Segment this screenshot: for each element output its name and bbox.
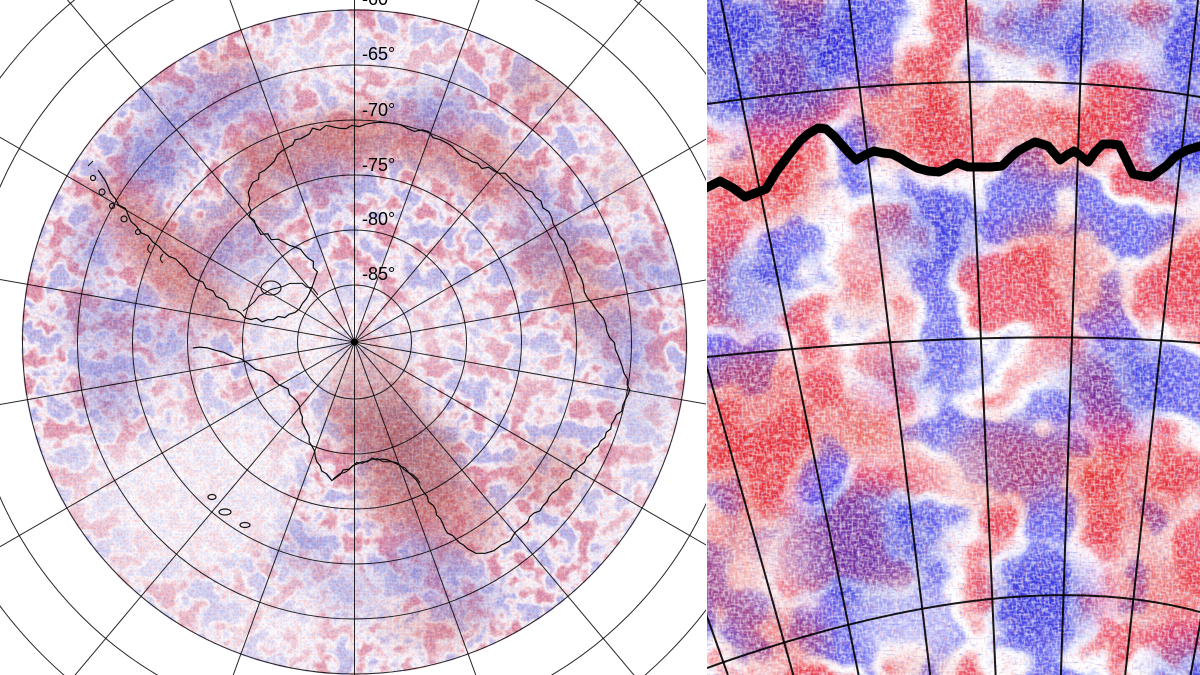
svg-text:-85°: -85°: [362, 264, 395, 284]
svg-text:-75°: -75°: [362, 155, 395, 175]
svg-text:-60°: -60°: [362, 0, 395, 9]
svg-text:-70°: -70°: [362, 100, 395, 120]
svg-text:-80°: -80°: [362, 209, 395, 229]
svg-text:-65°: -65°: [362, 44, 395, 64]
